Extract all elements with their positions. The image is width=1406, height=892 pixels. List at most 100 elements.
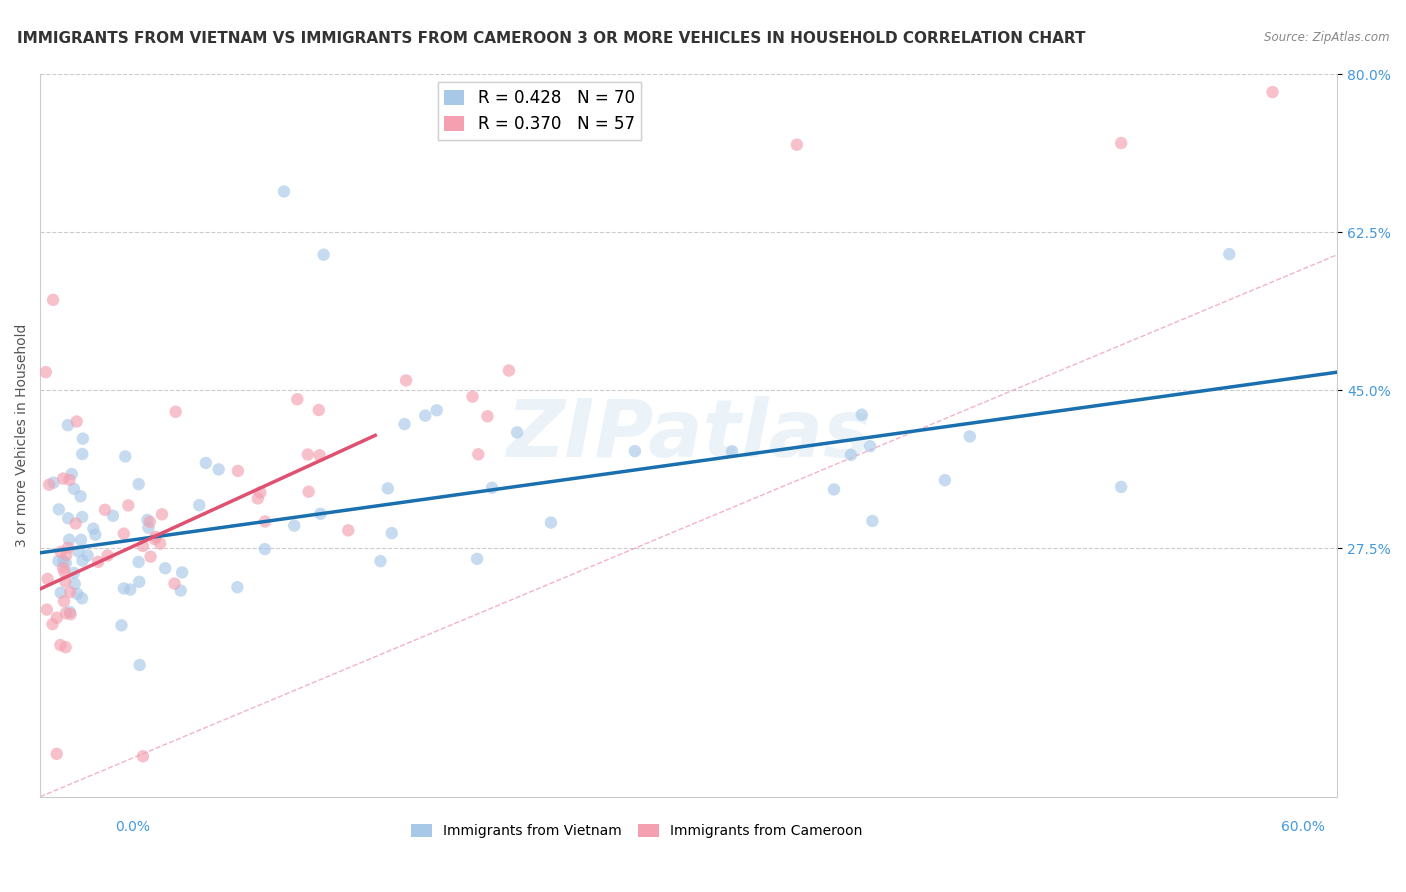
Point [132,539,155,553]
Text: 0.0%: 0.0% [115,820,150,834]
Point [55,548,77,562]
Point [53,594,76,608]
Point [150,508,173,522]
Point [624,444,647,458]
Text: ZIPatlas: ZIPatlas [506,396,872,475]
Point [394,417,416,431]
Point [254,515,277,529]
Point [112,582,135,596]
Point [59,585,82,599]
Point [285,392,308,407]
Point [65,516,87,531]
Legend: R = 0.428   N = 70, R = 0.370   N = 57: R = 0.428 N = 70, R = 0.370 N = 57 [437,82,641,140]
Point [70,447,93,461]
Point [84,527,107,541]
Point [76,549,98,563]
Point [839,448,862,462]
Point [52,561,75,575]
Point [1109,136,1132,150]
Point [481,481,503,495]
Point [465,551,488,566]
Point [101,508,124,523]
Point [226,580,249,594]
Point [70,510,93,524]
Point [297,448,319,462]
Point [37,572,59,586]
Point [337,524,360,538]
Point [82,522,104,536]
Point [163,576,186,591]
Point [58,473,80,487]
Point [377,482,399,496]
Point [170,583,193,598]
Point [72,553,94,567]
Point [72,432,94,446]
Point [41,617,63,632]
Point [59,605,82,619]
Point [1218,247,1240,261]
Point [273,185,295,199]
Point [461,390,484,404]
Point [70,591,93,606]
Point [67,544,90,558]
Point [56,418,79,433]
Point [52,471,75,485]
Point [165,405,187,419]
Point [38,477,60,491]
Point [49,585,72,599]
Point [63,577,86,591]
Point [112,526,135,541]
Point [540,516,562,530]
Point [246,491,269,506]
Point [49,638,72,652]
Point [721,444,744,458]
Point [59,607,82,622]
Text: 60.0%: 60.0% [1281,820,1324,834]
Point [42,293,65,307]
Point [42,475,65,490]
Point [120,582,142,597]
Point [55,640,77,655]
Point [249,485,271,500]
Point [145,530,167,544]
Point [87,555,110,569]
Point [66,587,89,601]
Point [45,611,67,625]
Point [138,521,160,535]
Point [370,554,392,568]
Point [55,556,77,570]
Point [132,749,155,764]
Point [97,549,120,563]
Point [69,489,91,503]
Point [70,533,93,547]
Point [172,566,194,580]
Point [56,511,79,525]
Point [52,554,75,568]
Point [312,248,335,262]
Point [139,515,162,529]
Point [55,606,77,620]
Point [48,502,70,516]
Point [53,574,76,589]
Point [63,566,86,580]
Point [136,513,159,527]
Point [823,483,845,497]
Point [395,373,418,387]
Point [426,403,449,417]
Point [188,498,211,512]
Point [128,658,150,673]
Point [253,542,276,557]
Point [155,561,177,575]
Point [959,429,981,443]
Point [226,464,249,478]
Point [498,363,520,377]
Point [860,514,883,528]
Point [859,439,882,453]
Point [149,536,172,550]
Point [143,532,166,546]
Point [1109,480,1132,494]
Point [308,448,330,462]
Point [35,602,58,616]
Point [128,477,150,491]
Point [298,484,321,499]
